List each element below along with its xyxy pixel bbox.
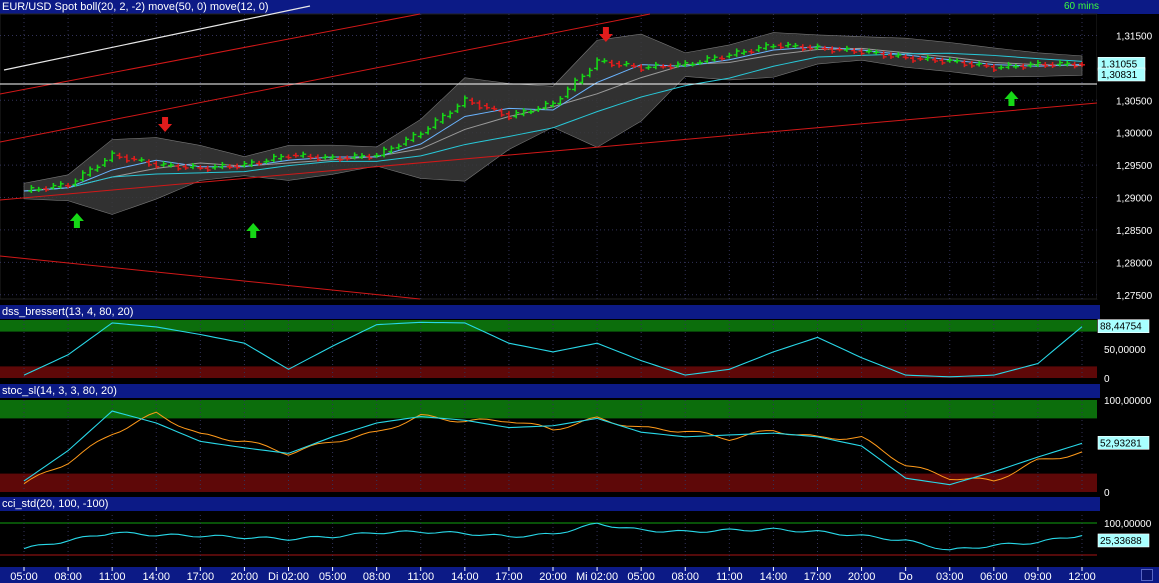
dss-line	[23, 321, 1083, 378]
timeframe-label[interactable]: 60 mins	[1063, 1, 1099, 12]
stoc-tick-label: 0	[1104, 488, 1110, 499]
time-tick-label: 20:00	[848, 571, 876, 583]
price-tick-label: 1,30000	[1116, 129, 1153, 140]
time-tick-label: 14:00	[451, 571, 479, 583]
price-tick-label: 1,31500	[1116, 31, 1153, 42]
price-tick-label: 1,28500	[1116, 226, 1153, 237]
time-tick-label: 08:00	[363, 571, 391, 583]
last-price-value: 1,31055	[1101, 59, 1138, 70]
cci-last-value: 25,33688	[1100, 536, 1142, 547]
time-tick-label: Do	[899, 571, 913, 583]
stoc-last-value: 52,93281	[1100, 438, 1142, 449]
price-axis	[1097, 14, 1159, 299]
time-tick-label: 09:00	[1024, 571, 1052, 583]
buy-arrow-icon	[1004, 91, 1019, 106]
cci-panel-header: cci_std(20, 100, -100)	[0, 497, 1100, 511]
time-tick-label: 11:00	[99, 571, 126, 583]
stoc-overbought-zone	[0, 400, 1097, 419]
time-tick-label: 17:00	[187, 571, 215, 583]
dss-oversold-zone	[0, 366, 1097, 378]
time-tick-label: 17:00	[495, 571, 523, 583]
dss-panel-header: dss_bressert(13, 4, 80, 20)	[0, 305, 1100, 319]
cci-panel-title: cci_std(20, 100, -100)	[2, 498, 109, 510]
sell-arrow-icon	[598, 27, 613, 42]
trendline-red-lower	[0, 102, 1098, 201]
time-tick-label: 05:00	[10, 571, 38, 583]
crosshair-toggle-icon[interactable]	[1141, 569, 1153, 581]
trendline-red-channel	[0, 13, 651, 143]
cci-last-value-tag	[1097, 533, 1150, 548]
dss-last-value-tag	[1097, 319, 1150, 334]
time-tick-label: 08:00	[671, 571, 699, 583]
time-tick-label: 17:00	[804, 571, 832, 583]
time-axis	[0, 567, 1159, 583]
time-tick-label: 11:00	[716, 571, 743, 583]
stoc-oversold-zone	[0, 473, 1097, 492]
buy-arrow-icon	[69, 213, 84, 228]
dss-panel-title: dss_bressert(13, 4, 80, 20)	[2, 306, 134, 318]
price-tick-label: 1,27500	[1116, 291, 1153, 302]
price-tick-label: 1,28000	[1116, 258, 1153, 269]
trendline-red-upper	[0, 13, 421, 95]
stoc-panel-header: stoc_sl(14, 3, 3, 80, 20)	[0, 384, 1100, 398]
time-tick-label: 20:00	[231, 571, 259, 583]
line-price-tag	[1097, 67, 1146, 82]
time-tick-label: 14:00	[142, 571, 170, 583]
trendline-red-bottom	[0, 255, 421, 300]
ma50-line	[23, 52, 1083, 192]
stoc-tick-label: 100,00000	[1104, 396, 1152, 407]
time-tick-label: 08:00	[54, 571, 82, 583]
stoc-line	[23, 410, 1083, 486]
dss-last-value: 88,44754	[1100, 322, 1142, 333]
time-tick-label: Mi 02:00	[576, 571, 618, 583]
stoc-last-value-tag	[1097, 436, 1150, 450]
dss-tick-label: 50,00000	[1104, 345, 1146, 356]
time-tick-label: Di 02:00	[268, 571, 309, 583]
time-tick-label: 06:00	[980, 571, 1008, 583]
price-tick-label: 1,29000	[1116, 194, 1153, 205]
cci-tick-label: 100,00000	[1104, 519, 1152, 530]
dss-tick-label: 0	[1104, 374, 1110, 385]
cci-line	[23, 522, 1083, 551]
sell-arrow-icon	[158, 117, 173, 132]
stoc-panel-title: stoc_sl(14, 3, 3, 80, 20)	[2, 385, 117, 397]
price-panel-title: EUR/USD Spot boll(20, 2, -2) move(50, 0)…	[2, 1, 269, 13]
price-tick-label: 1,30500	[1116, 96, 1153, 107]
price-tick-label: 1,29500	[1116, 161, 1153, 172]
time-tick-label: 14:00	[760, 571, 788, 583]
time-tick-label: 11:00	[407, 571, 434, 583]
cci-plot-area	[0, 513, 1097, 565]
time-tick-label: 20:00	[539, 571, 567, 583]
time-tick-label: 03:00	[936, 571, 964, 583]
time-tick-label: 05:00	[319, 571, 347, 583]
trendline-white	[3, 5, 311, 71]
stoc-signal-line	[23, 411, 1083, 485]
dss-overbought-zone	[0, 320, 1097, 332]
time-tick-label: 12:00	[1068, 571, 1096, 583]
time-tick-label: 05:00	[627, 571, 655, 583]
line-price-value: 1,30831	[1101, 70, 1138, 81]
buy-arrow-icon	[246, 223, 261, 238]
